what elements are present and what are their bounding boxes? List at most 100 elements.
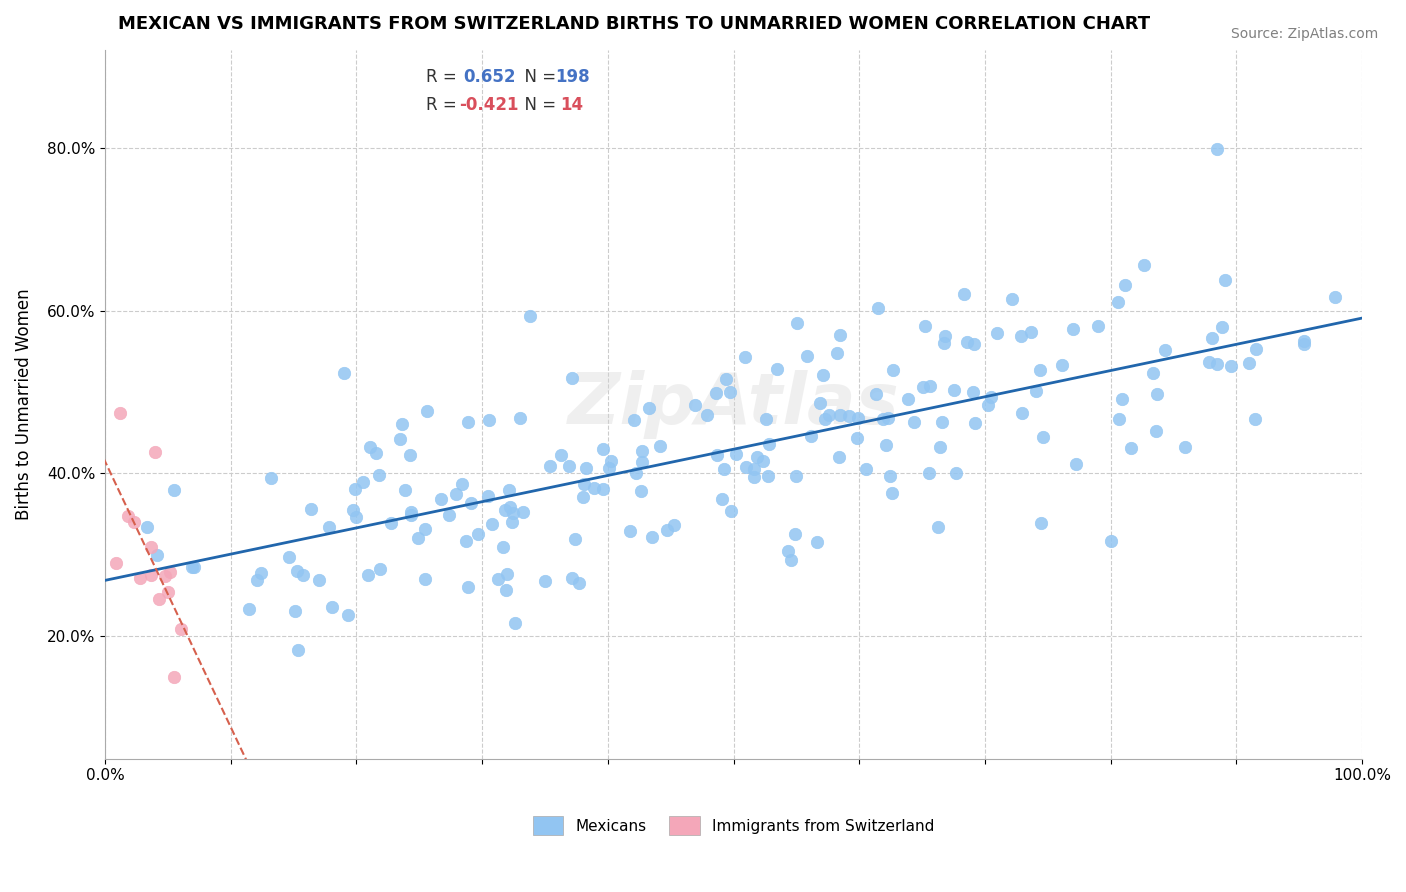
Point	[1201, 331, 1223, 345]
Legend: Mexicans, Immigrants from Switzerland: Mexicans, Immigrants from Switzerland	[524, 809, 942, 843]
Point	[1146, 387, 1168, 401]
Point	[413, 522, 436, 536]
Point	[1220, 359, 1243, 373]
Point	[159, 565, 181, 579]
Point	[575, 461, 598, 475]
Point	[630, 455, 652, 469]
Point	[399, 505, 422, 519]
Point	[963, 336, 986, 351]
Point	[1198, 355, 1220, 369]
Point	[380, 516, 402, 530]
Point	[246, 573, 269, 587]
Point	[153, 568, 176, 582]
Point	[1294, 334, 1316, 348]
Point	[637, 401, 659, 415]
Point	[391, 417, 413, 431]
Point	[505, 615, 527, 630]
Point	[786, 316, 808, 330]
Point	[368, 562, 391, 576]
Point	[260, 471, 283, 485]
Point	[943, 384, 966, 398]
Point	[291, 567, 314, 582]
Point	[148, 592, 170, 607]
Point	[780, 553, 803, 567]
Point	[1144, 425, 1167, 439]
Point	[696, 408, 718, 422]
Point	[855, 462, 877, 476]
Point	[321, 599, 343, 614]
Point	[129, 571, 152, 585]
Point	[1032, 430, 1054, 444]
Point	[344, 510, 367, 524]
Point	[846, 411, 869, 425]
Point	[491, 540, 513, 554]
Point	[509, 411, 531, 425]
Point	[451, 476, 474, 491]
Point	[592, 482, 614, 496]
Point	[713, 462, 735, 476]
Point	[752, 453, 775, 467]
Point	[1107, 294, 1129, 309]
Point	[437, 508, 460, 522]
Point	[1174, 440, 1197, 454]
Point	[875, 437, 897, 451]
Point	[914, 318, 936, 333]
Point	[934, 329, 956, 343]
Point	[571, 490, 593, 504]
Text: ZipAtlas: ZipAtlas	[568, 369, 900, 439]
Point	[918, 466, 941, 480]
Point	[1001, 292, 1024, 306]
Point	[1099, 534, 1122, 549]
Point	[1064, 457, 1087, 471]
Point	[1087, 318, 1109, 333]
Point	[249, 566, 271, 580]
Point	[1114, 278, 1136, 293]
Point	[394, 483, 416, 498]
Point	[572, 476, 595, 491]
Point	[499, 500, 522, 514]
Point	[825, 345, 848, 359]
Point	[502, 506, 524, 520]
Point	[344, 482, 367, 496]
Point	[430, 492, 453, 507]
Point	[299, 501, 322, 516]
Point	[956, 335, 979, 350]
Point	[143, 445, 166, 459]
Point	[342, 503, 364, 517]
Text: MEXICAN VS IMMIGRANTS FROM SWITZERLAND BIRTHS TO UNMARRIED WOMEN CORRELATION CHA: MEXICAN VS IMMIGRANTS FROM SWITZERLAND B…	[118, 15, 1150, 33]
Point	[912, 380, 935, 394]
Point	[477, 489, 499, 503]
Point	[1029, 516, 1052, 530]
Point	[865, 387, 887, 401]
Point	[720, 504, 742, 518]
Point	[495, 583, 517, 598]
Point	[866, 301, 889, 316]
Point	[945, 467, 967, 481]
Text: R =: R =	[426, 68, 467, 86]
Point	[460, 496, 482, 510]
Point	[882, 362, 904, 376]
Point	[818, 408, 841, 422]
Point	[352, 475, 374, 490]
Point	[704, 386, 727, 401]
Point	[534, 574, 557, 589]
Point	[333, 367, 356, 381]
Point	[711, 492, 734, 507]
Point	[598, 461, 620, 475]
Point	[446, 487, 468, 501]
Point	[872, 412, 894, 426]
Point	[582, 481, 605, 495]
Point	[357, 567, 380, 582]
Point	[1011, 406, 1033, 420]
Point	[481, 516, 503, 531]
Point	[457, 580, 479, 594]
Text: 198: 198	[555, 68, 589, 86]
Point	[519, 309, 541, 323]
Point	[156, 585, 179, 599]
Point	[986, 326, 1008, 340]
Point	[1142, 366, 1164, 380]
Point	[401, 508, 423, 523]
Point	[139, 541, 162, 555]
Text: -0.421: -0.421	[460, 96, 519, 114]
Point	[538, 458, 561, 473]
